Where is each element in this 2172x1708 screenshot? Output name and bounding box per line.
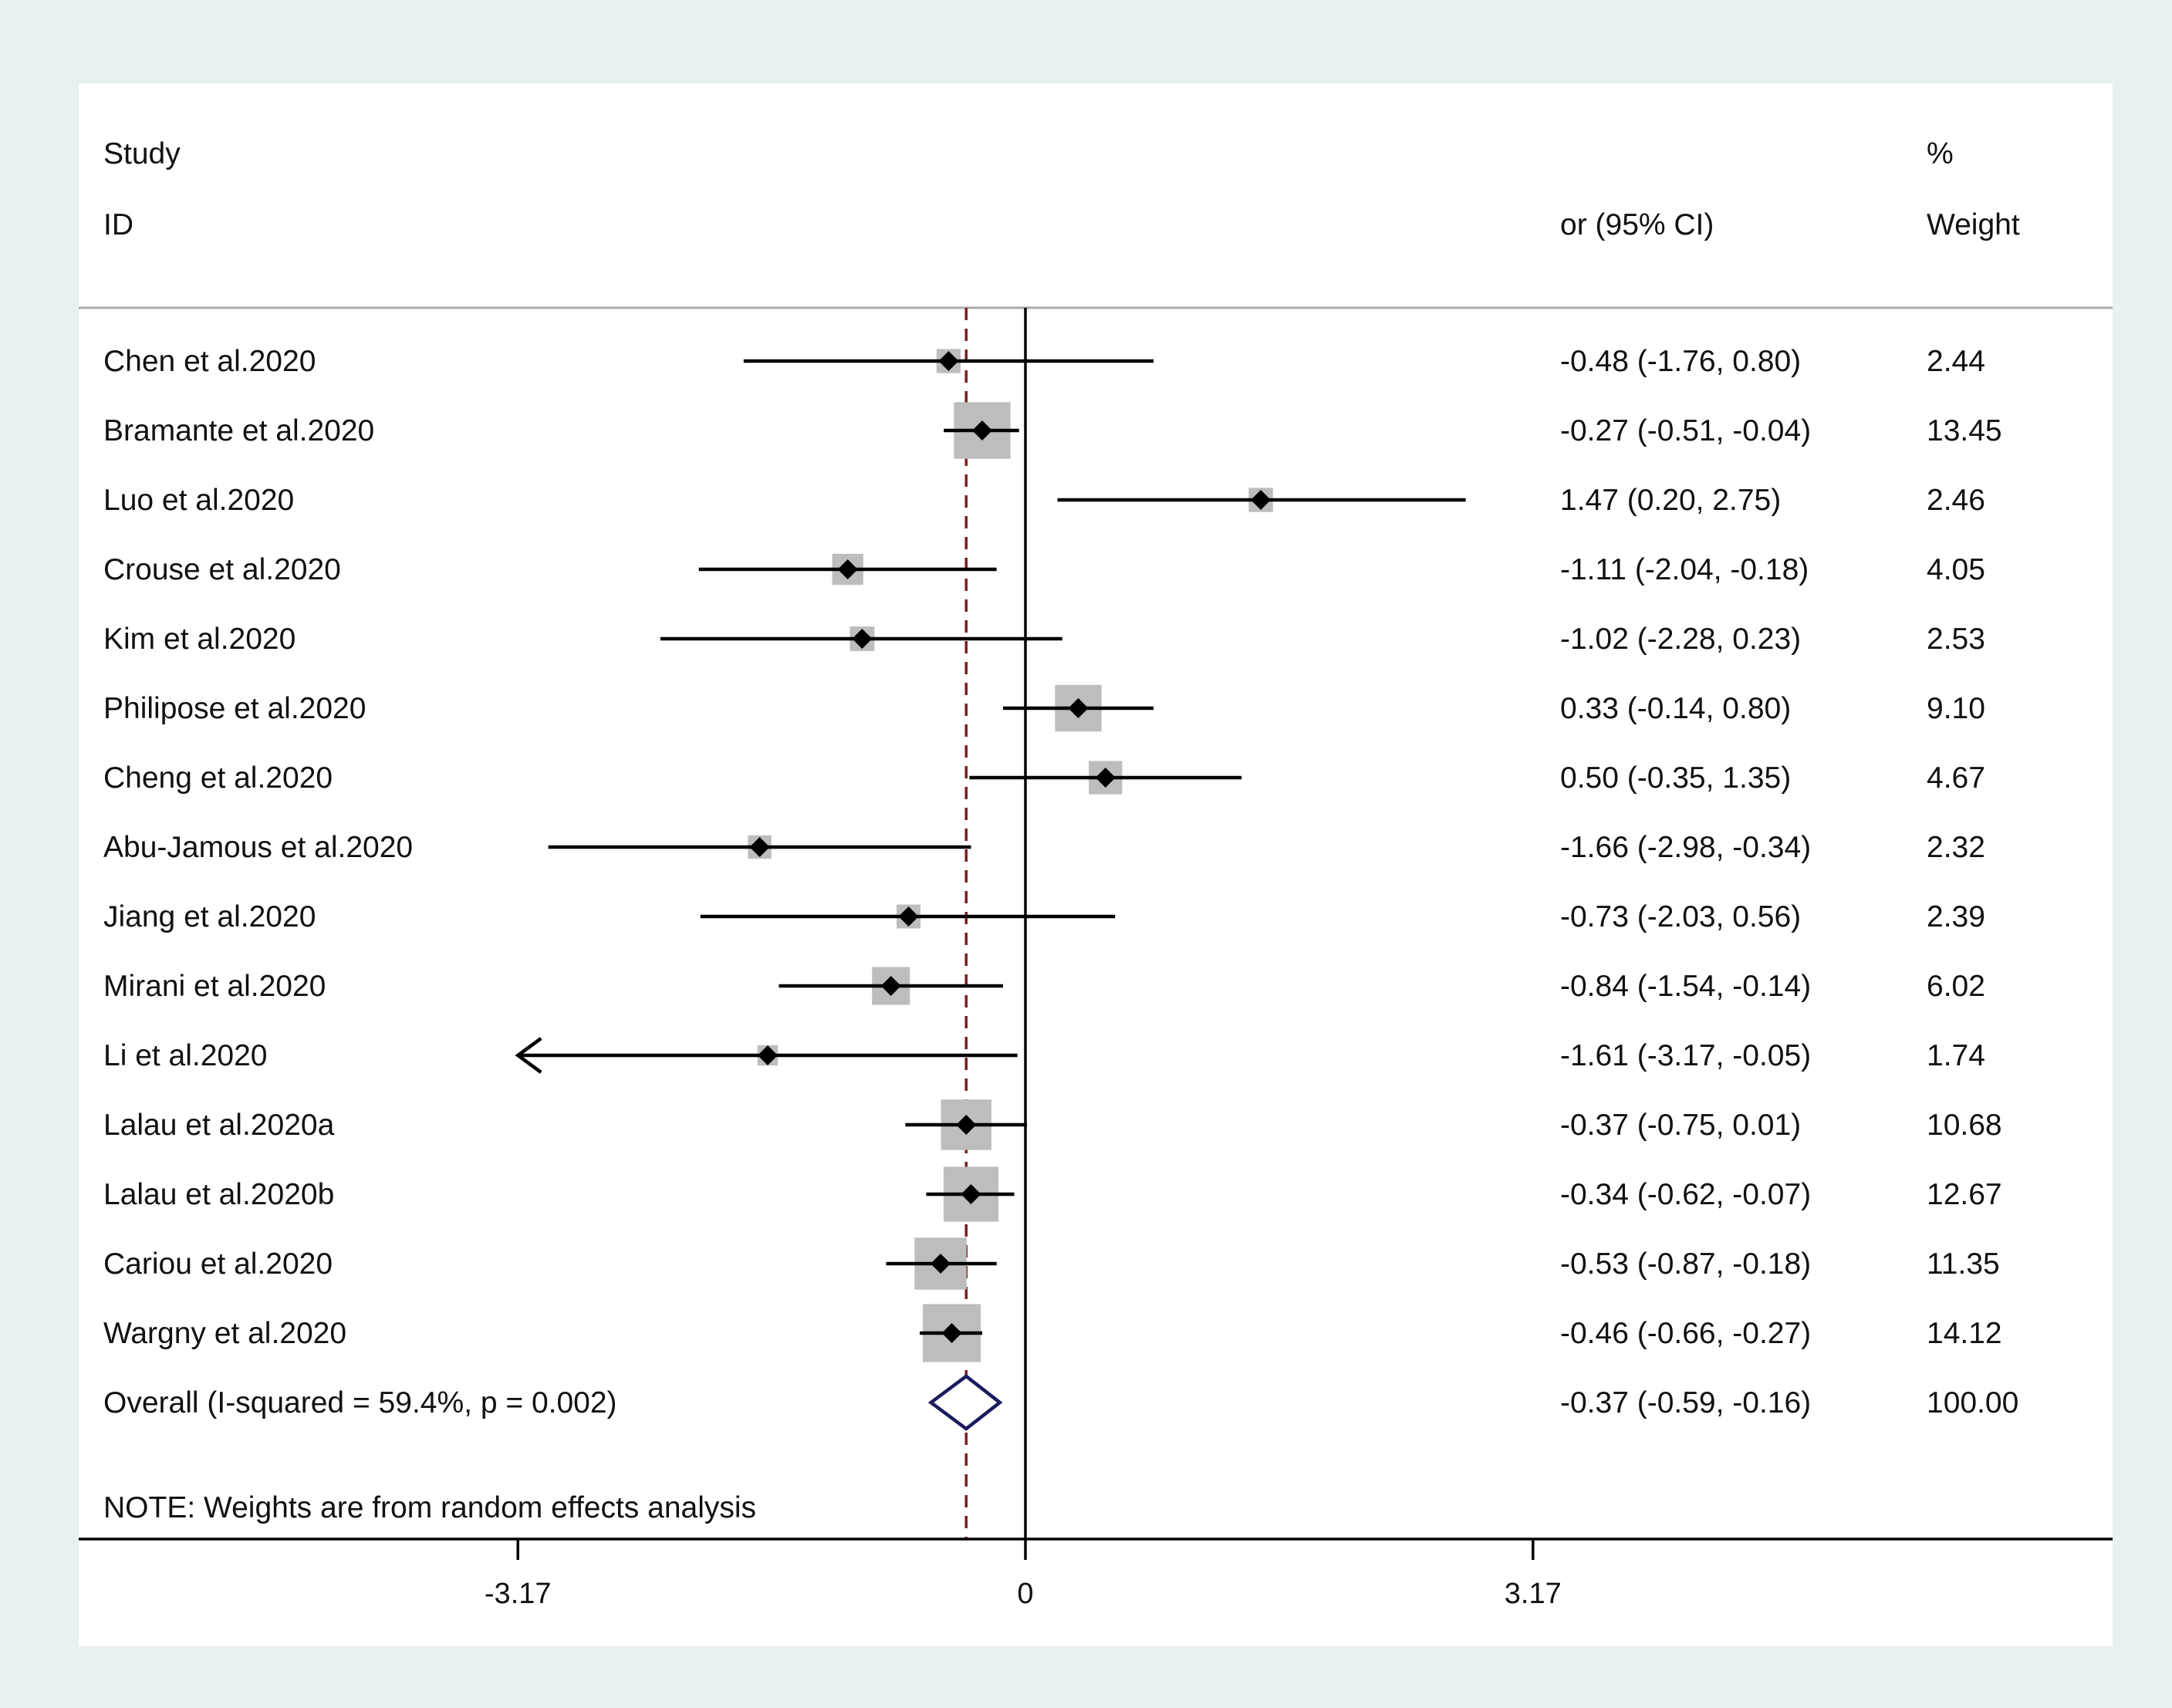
- header-study: Study: [103, 137, 181, 170]
- study-weight: 4.05: [1927, 552, 1985, 586]
- study-weight: 10.68: [1927, 1108, 2002, 1142]
- point-estimate: [837, 559, 858, 579]
- overall-diamond: [927, 1374, 1003, 1431]
- study-ci: -0.34 (-0.62, -0.07): [1560, 1177, 1812, 1211]
- overall-weight: 100.00: [1927, 1386, 2019, 1419]
- study-weight: 2.44: [1927, 344, 1985, 378]
- study-ci: -0.27 (-0.51, -0.04): [1560, 413, 1812, 447]
- study-weight: 14.12: [1927, 1316, 2002, 1350]
- plot-panel: [79, 83, 2113, 1646]
- study-name: Lalau et al.2020a: [103, 1108, 335, 1142]
- x-tick-label: 0: [1017, 1578, 1033, 1610]
- note-text: NOTE: Weights are from random effects an…: [103, 1491, 757, 1524]
- point-estimate: [880, 976, 901, 996]
- study-name: Luo et al.2020: [103, 483, 295, 517]
- study-weight: 11.35: [1927, 1247, 2000, 1281]
- overall-ci: -0.37 (-0.59, -0.16): [1560, 1386, 1812, 1419]
- study-name: Wargny et al.2020: [103, 1316, 347, 1350]
- study-name: Mirani et al.2020: [103, 969, 326, 1003]
- study-weight: 1.74: [1927, 1038, 1985, 1072]
- study-ci: -0.84 (-1.54, -0.14): [1560, 969, 1812, 1003]
- study-name: Jiang et al.2020: [103, 900, 316, 933]
- study-weight: 2.46: [1927, 483, 1985, 517]
- point-estimate: [971, 420, 992, 441]
- study-ci: 0.33 (-0.14, 0.80): [1560, 691, 1792, 725]
- study-name: Cheng et al.2020: [103, 761, 333, 795]
- study-name: Abu-Jamous et al.2020: [103, 830, 414, 864]
- header-id: ID: [103, 208, 133, 241]
- study-name: Philipose et al.2020: [103, 691, 367, 725]
- study-ci: -0.48 (-1.76, 0.80): [1560, 344, 1802, 378]
- study-weight: 2.53: [1927, 622, 1985, 656]
- study-weight: 13.45: [1927, 413, 2002, 447]
- header-percent: %: [1927, 137, 1954, 170]
- study-name: Lalau et al.2020b: [103, 1177, 335, 1211]
- study-ci: 0.50 (-0.35, 1.35): [1560, 761, 1792, 795]
- point-estimate: [941, 1323, 962, 1343]
- study-weight: 2.32: [1927, 830, 1985, 864]
- point-estimate: [757, 1045, 778, 1065]
- overall-label: Overall (I-squared = 59.4%, p = 0.002): [103, 1386, 617, 1419]
- study-name: Crouse et al.2020: [103, 552, 341, 586]
- study-ci: 1.47 (0.20, 2.75): [1560, 483, 1782, 517]
- point-estimate: [1095, 768, 1116, 788]
- study-ci: -0.73 (-2.03, 0.56): [1560, 900, 1802, 933]
- header-weight: Weight: [1927, 208, 2020, 241]
- study-weight: 4.67: [1927, 761, 1985, 795]
- study-ci: -1.61 (-3.17, -0.05): [1560, 1038, 1812, 1072]
- x-tick-label: 3.17: [1505, 1578, 1562, 1610]
- study-ci: -0.53 (-0.87, -0.18): [1560, 1247, 1812, 1281]
- study-name: Li et al.2020: [103, 1038, 268, 1072]
- point-estimate: [938, 351, 959, 371]
- study-weight: 6.02: [1927, 969, 1985, 1003]
- study-weight: 2.39: [1927, 900, 1985, 933]
- point-estimate: [956, 1115, 977, 1135]
- study-name: Kim et al.2020: [103, 622, 296, 656]
- study-ci: -0.37 (-0.75, 0.01): [1560, 1108, 1802, 1142]
- x-tick-label: -3.17: [485, 1578, 552, 1610]
- point-estimate: [961, 1184, 981, 1204]
- point-estimate: [898, 906, 919, 927]
- study-weight: 12.67: [1927, 1177, 2002, 1211]
- point-estimate: [749, 837, 770, 857]
- point-estimate: [852, 629, 873, 649]
- point-estimate: [931, 1254, 951, 1274]
- ci-arrow-left: [515, 1037, 542, 1074]
- study-ci: -1.11 (-2.04, -0.18): [1560, 552, 1809, 586]
- study-ci: -1.02 (-2.28, 0.23): [1560, 622, 1802, 656]
- header-effect: or (95% CI): [1560, 208, 1714, 241]
- point-estimate: [1251, 490, 1272, 510]
- point-estimate: [1068, 698, 1089, 718]
- study-ci: -0.46 (-0.66, -0.27): [1560, 1316, 1812, 1350]
- study-weight: 9.10: [1927, 691, 1985, 725]
- study-name: Cariou et al.2020: [103, 1247, 333, 1281]
- study-ci: -1.66 (-2.98, -0.34): [1560, 830, 1812, 864]
- study-name: Bramante et al.2020: [103, 413, 375, 447]
- study-name: Chen et al.2020: [103, 344, 316, 378]
